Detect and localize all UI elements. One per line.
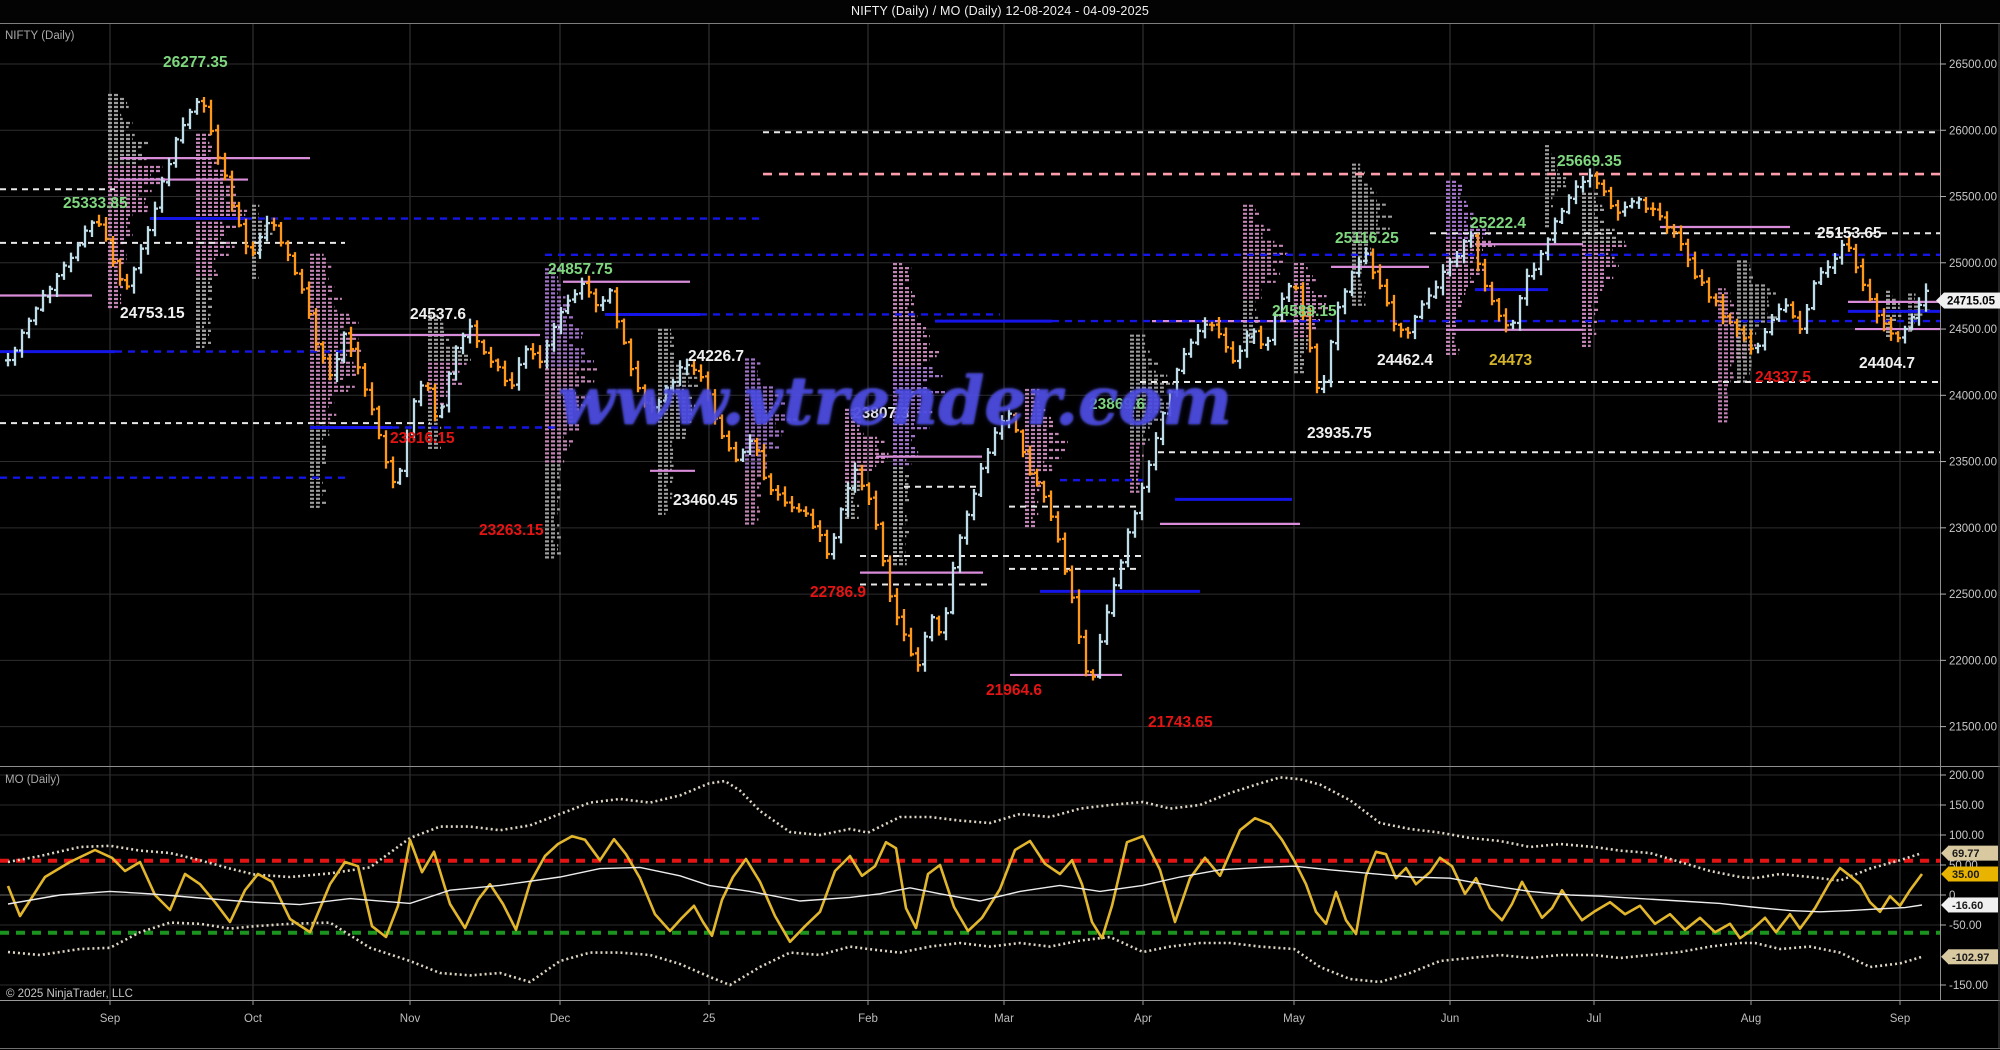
price-label: 25116.25 bbox=[1335, 230, 1399, 247]
month-label: Oct bbox=[244, 1013, 263, 1025]
market-profiles bbox=[108, 93, 1931, 566]
mo-lower_band-line bbox=[7, 921, 1923, 987]
vertical-gridlines bbox=[109, 24, 1901, 1000]
price-label: 23807.3 bbox=[853, 405, 909, 422]
svg-text:25000.00: 25000.00 bbox=[1949, 258, 1997, 270]
month-label: Jun bbox=[1441, 1013, 1460, 1025]
month-label: Nov bbox=[400, 1013, 421, 1025]
svg-text:24500.00: 24500.00 bbox=[1949, 324, 1997, 336]
swing-price-labels: 26277.35 25333.85 24753.15 24537.6 23816.15 2… bbox=[63, 54, 1915, 731]
month-label: Sep bbox=[1890, 1013, 1910, 1025]
price-label: 24404.7 bbox=[1859, 355, 1915, 372]
svg-text:26000.00: 26000.00 bbox=[1949, 125, 1997, 137]
month-label: May bbox=[1283, 1013, 1305, 1025]
mo-series bbox=[6, 776, 1924, 987]
price-label: 23816.15 bbox=[390, 430, 455, 447]
month-label: Aug bbox=[1741, 1013, 1761, 1025]
price-label: 25222.4 bbox=[1470, 215, 1526, 232]
mo-gridlines bbox=[0, 774, 1940, 986]
mo-value-tag: 35.00 bbox=[1941, 866, 1998, 882]
price-label: 24226.7 bbox=[688, 348, 744, 365]
price-label: 26277.35 bbox=[163, 54, 228, 71]
price-label: 24857.75 bbox=[548, 261, 613, 278]
price-label: 22786.9 bbox=[810, 584, 866, 601]
month-label: Jul bbox=[1587, 1013, 1602, 1025]
price-label: 24337.5 bbox=[1755, 369, 1811, 386]
main-panel-label: NIFTY (Daily) bbox=[5, 30, 75, 42]
svg-text:200.00: 200.00 bbox=[1949, 770, 1984, 782]
svg-text:-50.00: -50.00 bbox=[1949, 920, 1982, 932]
time-axis[interactable]: Sep Oct Nov Dec 25 Feb Mar Apr May Jun Jul Aug Sep bbox=[100, 1000, 1910, 1025]
svg-text:22500.00: 22500.00 bbox=[1949, 589, 1997, 601]
svg-text:24000.00: 24000.00 bbox=[1949, 390, 1997, 402]
month-label: Sep bbox=[100, 1013, 120, 1025]
price-label: 23935.75 bbox=[1307, 425, 1372, 442]
svg-text:69.77: 69.77 bbox=[1952, 848, 1980, 860]
price-label: 24462.4 bbox=[1377, 352, 1433, 369]
mo-panel-label: MO (Daily) bbox=[5, 774, 60, 786]
price-axis[interactable]: 26500.00 26000.00 25500.00 25000.00 24500.00… bbox=[1940, 59, 1997, 734]
price-label: 24589.15 bbox=[1272, 303, 1337, 320]
svg-text:-150.00: -150.00 bbox=[1949, 980, 1988, 992]
mo-upper_band-line bbox=[7, 776, 1923, 882]
svg-text:35.00: 35.00 bbox=[1952, 869, 1980, 881]
price-label: 25153.65 bbox=[1817, 225, 1882, 242]
price-label: 25669.35 bbox=[1557, 153, 1622, 170]
main-horizontal-gridlines bbox=[0, 63, 1940, 728]
last-price-tag: 24715.05 bbox=[1936, 292, 2000, 309]
price-label: 21964.6 bbox=[986, 682, 1042, 699]
panel-borders bbox=[0, 23, 2000, 1049]
svg-text:0: 0 bbox=[1949, 890, 1955, 902]
mo-mo-line bbox=[6, 816, 1924, 944]
month-label: 25 bbox=[703, 1013, 716, 1025]
mo-value-tag: -102.97 bbox=[1941, 949, 1998, 965]
svg-text:24715.05: 24715.05 bbox=[1947, 296, 1996, 308]
svg-text:-102.97: -102.97 bbox=[1952, 952, 1989, 964]
price-label: 24473 bbox=[1489, 352, 1532, 369]
mo-axis[interactable]: 200.00150.00100.0050.000-50.00-150.0069.… bbox=[1940, 770, 1998, 992]
month-label: Feb bbox=[858, 1013, 878, 1025]
month-label: Mar bbox=[994, 1013, 1014, 1025]
svg-text:21500.00: 21500.00 bbox=[1949, 722, 1997, 734]
svg-text:-16.60: -16.60 bbox=[1952, 900, 1983, 912]
month-label: Dec bbox=[550, 1013, 571, 1025]
svg-text:100.00: 100.00 bbox=[1949, 830, 1984, 842]
ninjatrader-copyright: © 2025 NinjaTrader, LLC bbox=[6, 988, 133, 1000]
mo-signal-line bbox=[7, 865, 1923, 913]
svg-text:23500.00: 23500.00 bbox=[1949, 457, 1997, 469]
price-label: 23460.45 bbox=[673, 492, 738, 509]
mo-value-tag: 69.77 bbox=[1941, 845, 1998, 861]
svg-text:26500.00: 26500.00 bbox=[1949, 59, 1997, 71]
level-lines bbox=[0, 131, 1940, 677]
month-label: Apr bbox=[1134, 1013, 1152, 1025]
price-label: 24537.6 bbox=[410, 306, 466, 323]
price-bars bbox=[5, 97, 1929, 681]
price-label: 25333.85 bbox=[63, 195, 128, 212]
price-label: 24753.15 bbox=[120, 305, 185, 322]
svg-text:22000.00: 22000.00 bbox=[1949, 655, 1997, 667]
mo-value-tag: -16.60 bbox=[1941, 897, 1998, 913]
svg-text:150.00: 150.00 bbox=[1949, 800, 1984, 812]
svg-text:23000.00: 23000.00 bbox=[1949, 523, 1997, 535]
svg-text:25500.00: 25500.00 bbox=[1949, 192, 1997, 204]
price-label: 23869.6 bbox=[1089, 396, 1145, 413]
price-label: 23263.15 bbox=[479, 522, 544, 539]
price-label: 21743.65 bbox=[1148, 714, 1213, 731]
